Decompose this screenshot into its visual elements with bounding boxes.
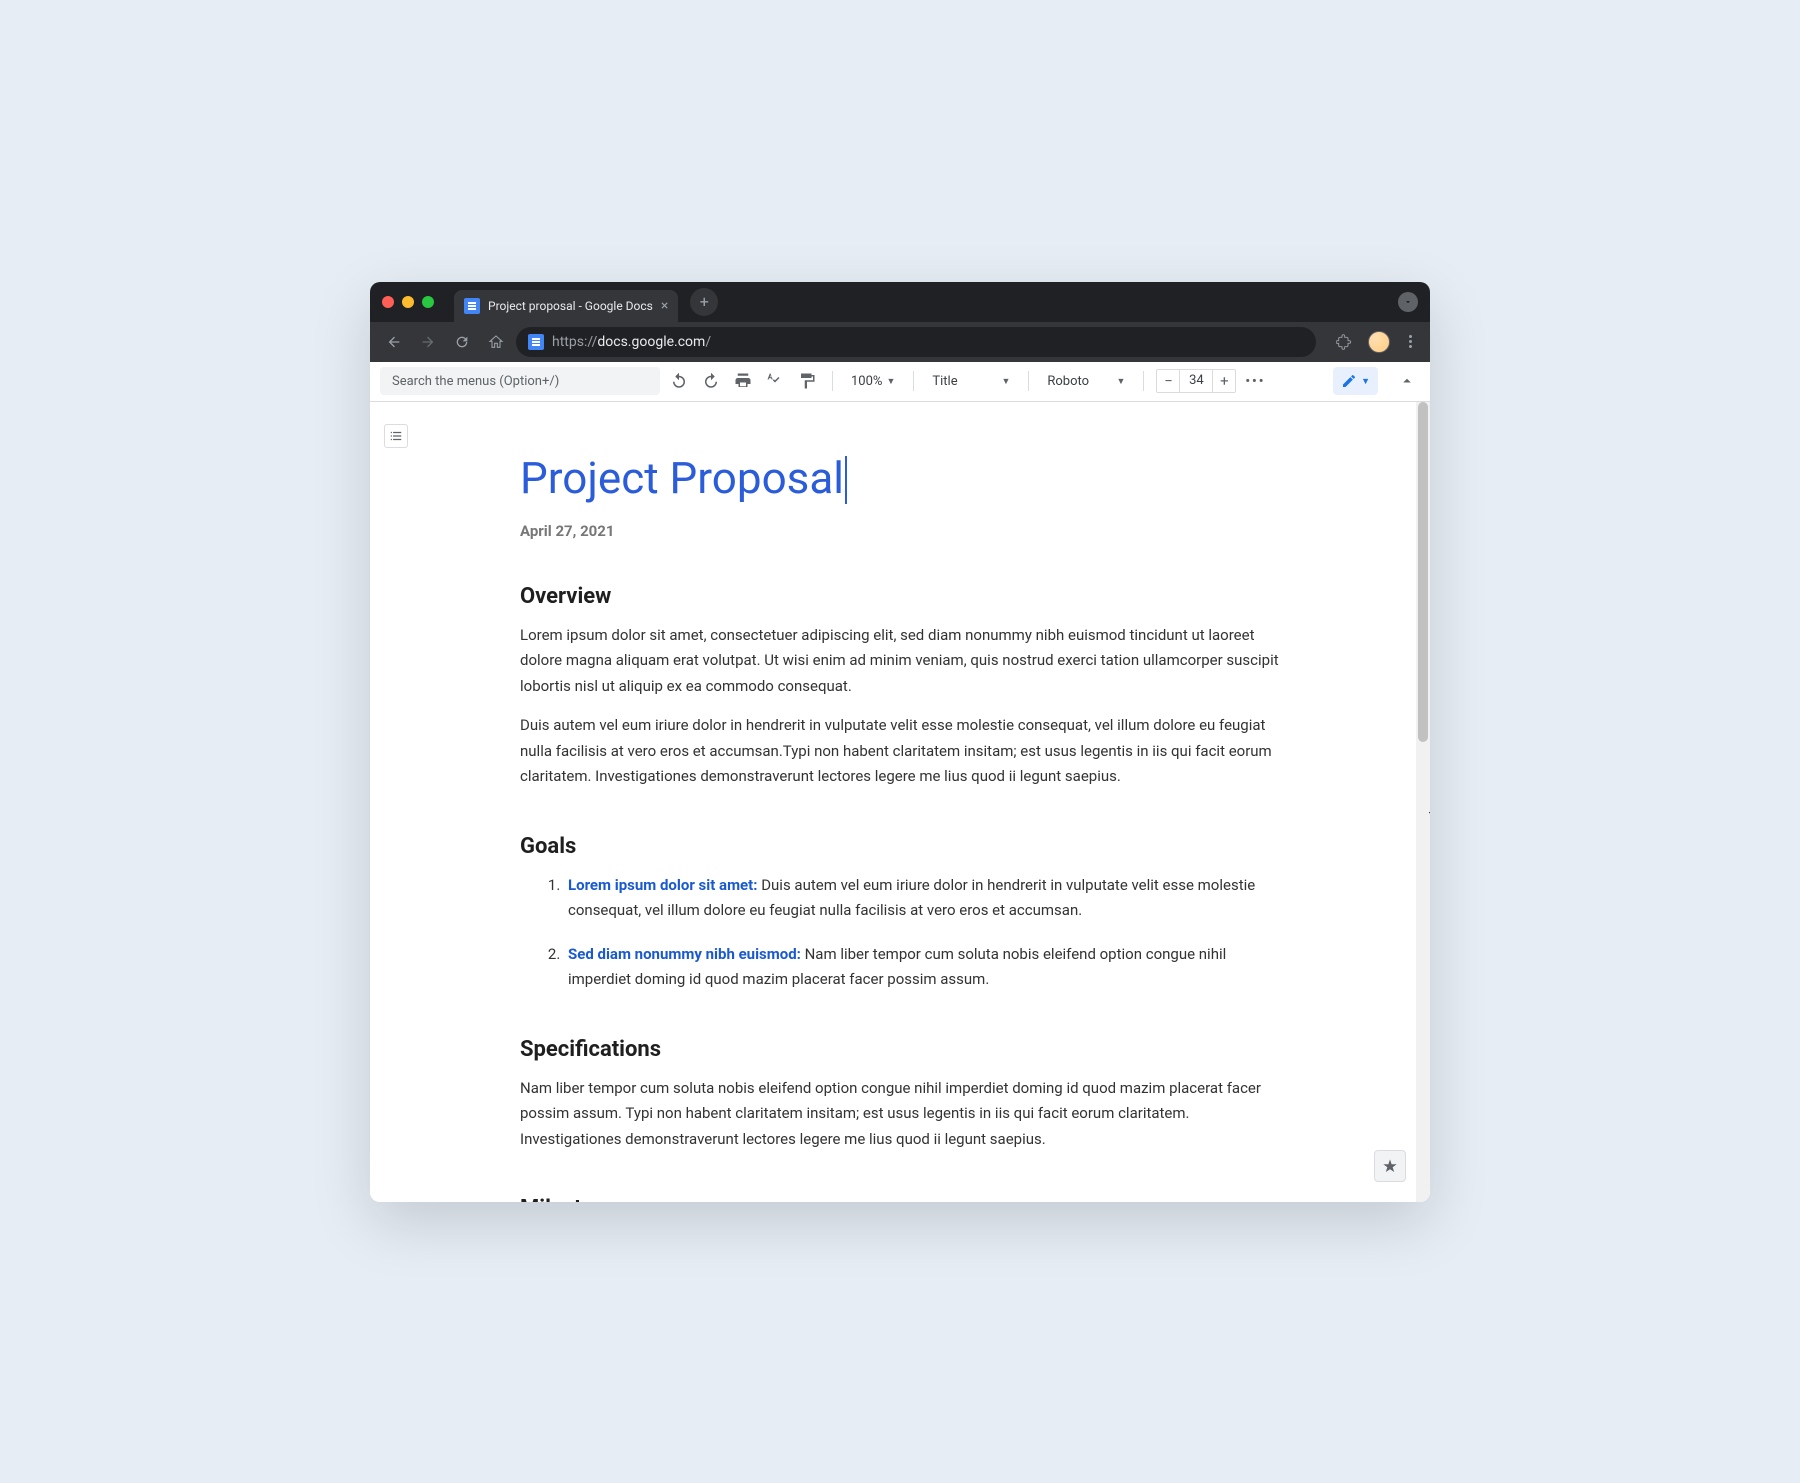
document-title[interactable]: Project Proposal <box>520 452 844 504</box>
font-value: Roboto <box>1047 374 1112 389</box>
close-window-button[interactable] <box>382 296 394 308</box>
heading-specifications[interactable]: Specifications <box>520 1037 1280 1062</box>
heading-goals[interactable]: Goals <box>520 834 1280 859</box>
site-info-icon[interactable] <box>528 334 544 350</box>
tab-strip: Project proposal - Google Docs × + <box>370 282 1430 322</box>
print-button[interactable] <box>730 368 756 394</box>
document-outline-button[interactable] <box>384 424 408 448</box>
font-size-increase-button[interactable]: + <box>1213 370 1235 392</box>
tab-title: Project proposal - Google Docs <box>488 299 653 313</box>
document-page: Project Proposal April 27, 2021 Overview… <box>520 402 1280 1202</box>
docs-favicon-icon <box>464 298 480 314</box>
overview-paragraph-1[interactable]: Lorem ipsum dolor sit amet, consectetuer… <box>520 623 1280 700</box>
document-title-text: Project Proposal <box>520 452 844 504</box>
heading-milestones[interactable]: Milestones <box>520 1196 1280 1202</box>
font-size-value[interactable]: 34 <box>1179 370 1213 392</box>
goal-item-2[interactable]: Sed diam nonummy nibh euismod: Nam liber… <box>564 942 1280 993</box>
caret-down-icon: ▼ <box>1361 376 1370 387</box>
explore-button[interactable] <box>1374 1150 1406 1182</box>
url-field[interactable]: https://docs.google.com/ <box>516 327 1316 357</box>
forward-button[interactable] <box>414 328 442 356</box>
text-cursor <box>845 456 847 504</box>
editing-mode-dropdown[interactable]: ▼ <box>1333 367 1378 395</box>
search-menus-placeholder: Search the menus (Option+/) <box>392 374 559 389</box>
spellcheck-button[interactable] <box>762 368 788 394</box>
address-bar: https://docs.google.com/ <box>370 322 1430 362</box>
goals-list[interactable]: Lorem ipsum dolor sit amet: Duis autem v… <box>520 873 1280 993</box>
heading-overview[interactable]: Overview <box>520 584 1280 609</box>
extensions-button[interactable] <box>1330 328 1358 356</box>
home-button[interactable] <box>482 328 510 356</box>
document-canvas[interactable]: Project Proposal April 27, 2021 Overview… <box>370 402 1430 1202</box>
reload-button[interactable] <box>448 328 476 356</box>
caret-down-icon: ▼ <box>886 376 895 387</box>
specifications-paragraph[interactable]: Nam liber tempor cum soluta nobis eleife… <box>520 1076 1280 1153</box>
caret-down-icon: ▼ <box>1001 376 1010 387</box>
document-date[interactable]: April 27, 2021 <box>520 522 1280 540</box>
font-size-stepper: − 34 + <box>1156 369 1236 393</box>
style-value: Title <box>932 374 997 389</box>
zoom-dropdown[interactable]: 100% ▼ <box>845 368 901 394</box>
maximize-window-button[interactable] <box>422 296 434 308</box>
browser-tab[interactable]: Project proposal - Google Docs × <box>454 290 678 322</box>
caret-down-icon: ▼ <box>1116 376 1125 387</box>
browser-window: Project proposal - Google Docs × + https… <box>370 282 1430 1202</box>
font-size-decrease-button[interactable]: − <box>1157 370 1179 392</box>
goal-lead: Sed diam nonummy nibh euismod: <box>568 945 801 963</box>
window-controls <box>382 296 434 308</box>
back-button[interactable] <box>380 328 408 356</box>
paragraph-style-dropdown[interactable]: Title ▼ <box>926 368 1016 394</box>
scrollbar-thumb[interactable] <box>1418 402 1428 742</box>
zoom-value: 100% <box>851 374 882 389</box>
goal-lead: Lorem ipsum dolor sit amet: <box>568 876 757 894</box>
tab-close-icon[interactable]: × <box>661 298 668 314</box>
more-toolbar-button[interactable]: ••• <box>1242 368 1268 394</box>
search-menus-input[interactable]: Search the menus (Option+/) <box>380 367 660 395</box>
font-dropdown[interactable]: Roboto ▼ <box>1041 368 1131 394</box>
url-text: https://docs.google.com/ <box>552 334 711 350</box>
docs-toolbar: Search the menus (Option+/) 100% ▼ Title… <box>370 362 1430 402</box>
minimize-window-button[interactable] <box>402 296 414 308</box>
pencil-icon <box>1341 373 1357 389</box>
goal-item-1[interactable]: Lorem ipsum dolor sit amet: Duis autem v… <box>564 873 1280 924</box>
paint-format-button[interactable] <box>794 368 820 394</box>
extension-badge-icon[interactable] <box>1398 292 1418 312</box>
profile-avatar[interactable] <box>1368 331 1390 353</box>
resize-cursor-icon: ↔ <box>1426 802 1430 819</box>
collapse-toolbar-button[interactable] <box>1394 368 1420 394</box>
undo-button[interactable] <box>666 368 692 394</box>
new-tab-button[interactable]: + <box>690 288 718 316</box>
redo-button[interactable] <box>698 368 724 394</box>
overview-paragraph-2[interactable]: Duis autem vel eum iriure dolor in hendr… <box>520 713 1280 790</box>
browser-menu-button[interactable] <box>1400 335 1420 348</box>
